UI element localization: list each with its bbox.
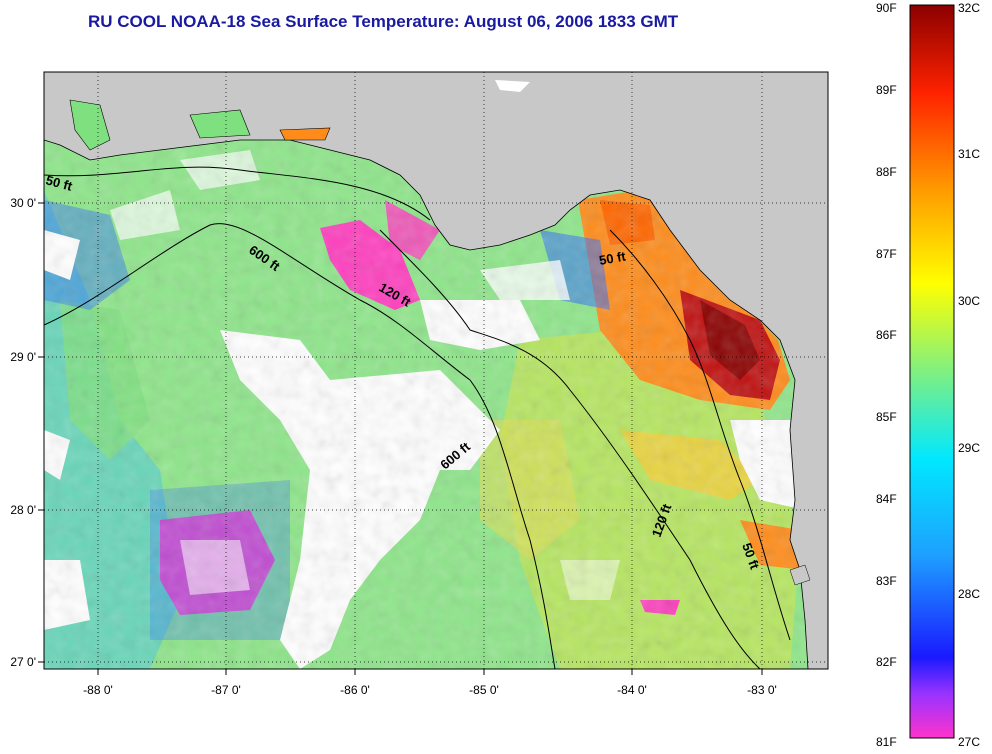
cbar-c-30: 30C [958, 294, 980, 308]
axis-ticks [38, 202, 763, 675]
map-title: RU COOL NOAA-18 Sea Surface Temperature:… [88, 12, 679, 31]
grid-lines [44, 72, 828, 669]
cbar-f-89: 89F [876, 83, 897, 97]
contour-50ft-west [43, 166, 431, 221]
cbar-f-83: 83F [876, 574, 897, 588]
colorbar-celsius-labels: 32C 31C 30C 29C 28C 27C [958, 1, 980, 749]
lon-label-88: -88 0' [83, 683, 113, 697]
cbar-f-84: 84F [876, 492, 897, 506]
contour-50ft-east [609, 229, 791, 641]
cbar-c-29: 29C [958, 441, 980, 455]
contour-label-50ft-west: 50 ft [44, 172, 74, 194]
lat-label-29: 29 0' [10, 350, 36, 364]
inland-lake [495, 80, 530, 92]
lon-label-83: -83 0' [747, 683, 777, 697]
contour-120ft [379, 229, 761, 670]
cbar-c-31: 31C [958, 147, 980, 161]
cbar-c-27: 27C [958, 735, 980, 749]
lon-label-84: -84 0' [617, 683, 647, 697]
cbar-f-85: 85F [876, 410, 897, 424]
lon-label-85: -85 0' [469, 683, 499, 697]
map-frame [43, 71, 829, 670]
lon-label-87: -87 0' [211, 683, 241, 697]
cbar-c-28: 28C [958, 587, 980, 601]
cbar-f-90: 90F [876, 1, 897, 15]
lat-label-27: 27 0' [10, 655, 36, 669]
choctawhatchee-bay [279, 127, 331, 141]
contour-600ft [43, 223, 556, 670]
cbar-f-88: 88F [876, 165, 897, 179]
colorbar-fahrenheit-labels: 90F 89F 88F 87F 86F 85F 84F 83F 82F 81F [876, 1, 897, 749]
mobile-bay [69, 99, 111, 151]
land-mass [44, 72, 828, 669]
lat-label-30: 30 0' [10, 196, 36, 210]
cbar-f-86: 86F [876, 328, 897, 342]
map-canvas [44, 72, 828, 669]
cbar-f-81: 81F [876, 735, 897, 749]
cbar-c-32: 32C [958, 1, 980, 15]
pensacola-bay [189, 109, 251, 139]
lat-label-28: 28 0' [10, 503, 36, 517]
contour-label-50ft-bigbend: 50 ft [598, 248, 628, 268]
tampa-bay-land [789, 564, 811, 586]
cbar-f-87: 87F [876, 247, 897, 261]
lon-label-86: -86 0' [340, 683, 370, 697]
depth-contours [43, 166, 791, 670]
cbar-f-82: 82F [876, 655, 897, 669]
temperature-colorbar [909, 4, 955, 739]
